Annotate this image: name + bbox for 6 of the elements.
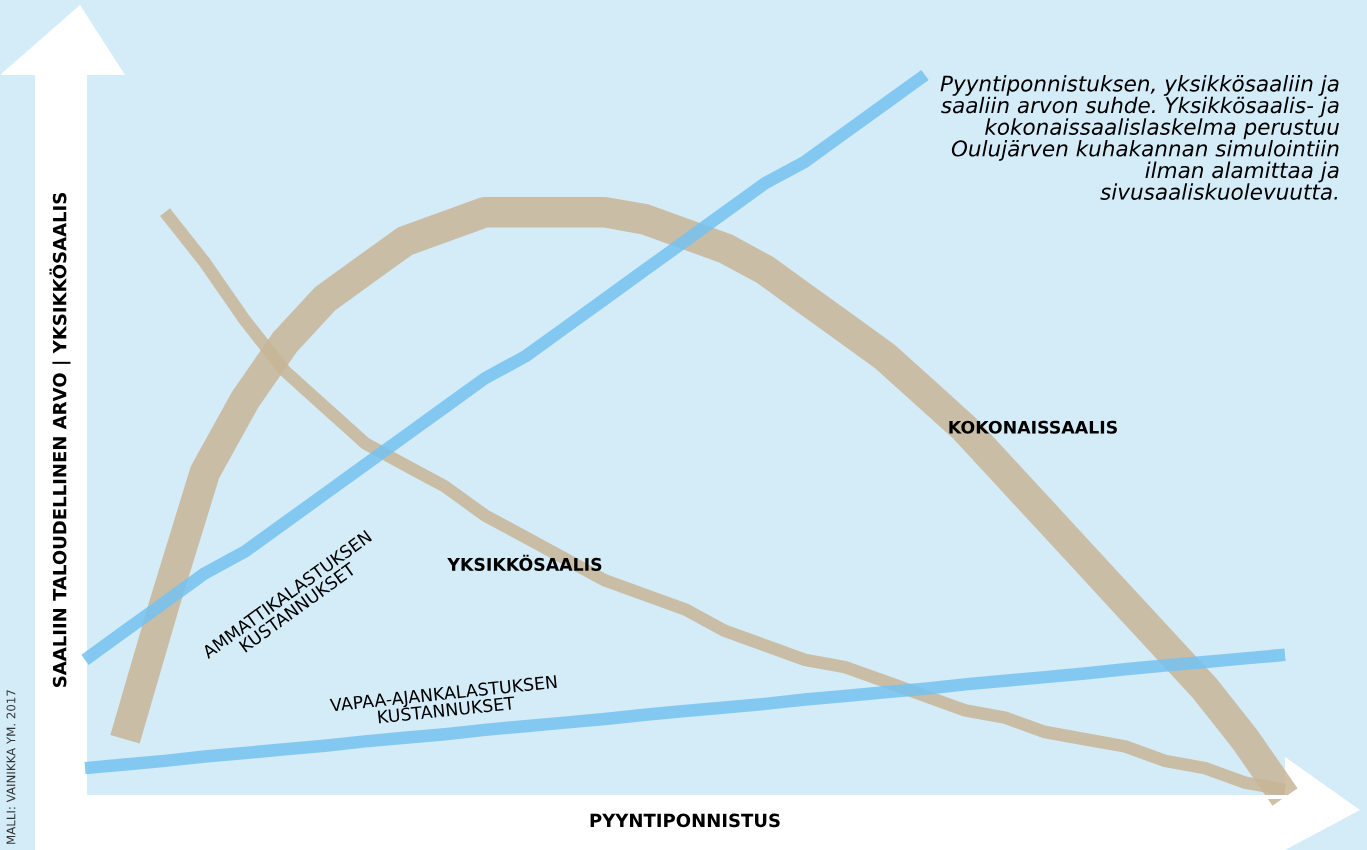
annotation: Pyyntiponnistuksen, yksikkösaaliin ja saaliin arvon suhde. Yksikkösaalis- ja kokonaissaalislaskelma perustuu Oulujärven kuhakannan simulointiin ilman alamittaa ja sivusaaliskuolevuutta. [940, 75, 1339, 200]
series-label: KOKONAISSAALIS [949, 420, 1117, 434]
text: MALLI: VAINIKKA YM. 2017 [6, 690, 16, 844]
x-axis-title: PYYNTIPONNISTUS [590, 813, 780, 828]
y-axis-title: SAALIIN TALOUDELLINEN ARVO | YKSIKKÖSAALIS [49, 193, 71, 687]
series-label: YKSIKKÖSAALIS [447, 554, 602, 571]
